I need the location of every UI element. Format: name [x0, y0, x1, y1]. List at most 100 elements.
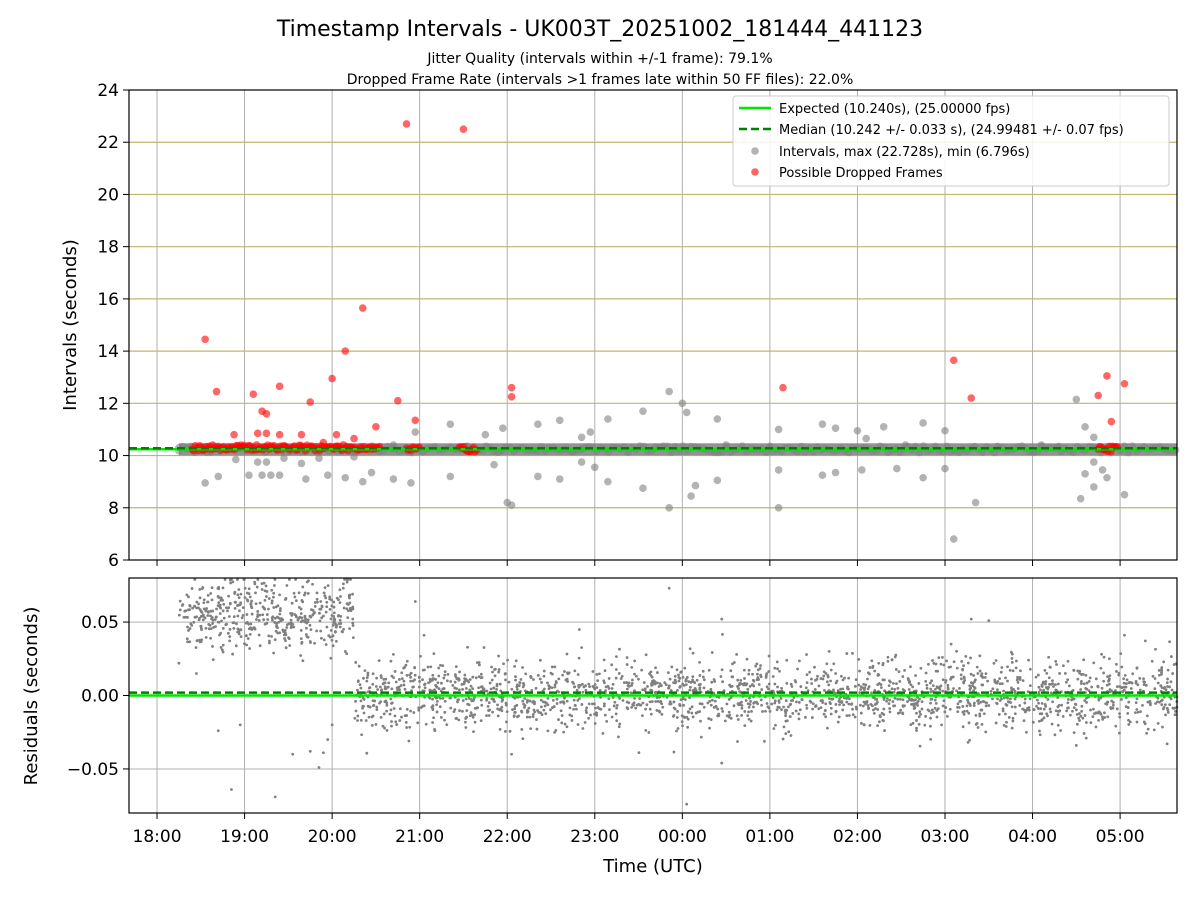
residual-point: [1051, 679, 1054, 683]
residual-point: [633, 672, 636, 676]
residual-point: [370, 723, 374, 727]
residual-point: [1173, 713, 1177, 717]
residual-point: [1092, 661, 1096, 665]
residual-point: [925, 686, 929, 690]
residual-point: [435, 703, 439, 707]
residual-point: [392, 652, 395, 656]
residual-point: [248, 595, 252, 599]
residual-point: [402, 666, 406, 670]
residual-point: [690, 711, 694, 715]
residual-point: [183, 609, 187, 613]
residual-point: [195, 615, 198, 619]
residual-point: [1142, 683, 1146, 687]
residual-point: [555, 702, 559, 705]
residual-point: [262, 618, 266, 622]
residual-point: [1032, 708, 1036, 711]
residual-point: [500, 696, 504, 700]
residual-point: [680, 720, 684, 724]
residual-point: [1160, 671, 1163, 674]
residual-point: [842, 696, 846, 700]
residual-point: [797, 712, 801, 716]
residual-point: [207, 622, 211, 626]
residual-point: [202, 598, 206, 602]
residual-point: [688, 696, 691, 700]
interval-point: [831, 468, 840, 477]
residual-point: [368, 686, 372, 689]
residual-point: [321, 751, 325, 755]
residual-point: [299, 620, 303, 624]
residual-point: [513, 704, 517, 708]
residual-point: [491, 710, 494, 714]
residual-point: [247, 587, 251, 591]
residual-point: [935, 715, 939, 719]
residual-point: [260, 588, 264, 591]
residual-point: [337, 622, 341, 626]
residual-point: [708, 699, 712, 703]
residual-point: [557, 718, 560, 721]
residual-point: [1129, 687, 1133, 690]
residual-point: [290, 613, 294, 617]
residual-point: [513, 710, 517, 714]
residual-point: [829, 712, 833, 716]
residual-point: [688, 707, 692, 711]
residual-point: [232, 615, 236, 619]
residual-point: [1015, 678, 1019, 682]
residual-point: [1118, 715, 1122, 719]
residual-point: [543, 704, 547, 708]
residual-point: [960, 677, 963, 681]
residual-point: [281, 630, 285, 633]
residual-point: [504, 678, 507, 682]
residual-point: [756, 676, 760, 679]
residual-point: [1051, 682, 1055, 686]
residual-point: [934, 687, 937, 691]
residual-point: [397, 685, 401, 689]
residual-point: [325, 625, 329, 629]
residual-point: [419, 654, 422, 658]
residual-point: [699, 735, 703, 739]
residual-point: [589, 713, 592, 717]
residual-point: [610, 687, 614, 690]
residual-point: [528, 699, 532, 703]
residual-point: [771, 696, 775, 700]
residual-point: [1022, 719, 1026, 722]
residual-point: [1078, 669, 1082, 673]
residual-point: [948, 707, 952, 711]
residual-point: [896, 697, 900, 701]
residual-point: [808, 699, 812, 703]
residual-point: [686, 710, 690, 714]
residual-point: [879, 683, 883, 687]
residual-point: [686, 725, 690, 729]
residual-point: [398, 688, 401, 691]
residual-point: [805, 673, 809, 677]
residual-point: [264, 584, 268, 588]
residual-point: [230, 788, 233, 791]
residual-point: [1162, 660, 1166, 664]
residual-point: [691, 715, 695, 719]
residual-point: [362, 676, 365, 680]
residual-point: [593, 683, 597, 686]
residual-point: [553, 685, 557, 689]
residual-point: [574, 707, 578, 711]
x-tick-label: 22:00: [483, 827, 532, 847]
residual-point: [901, 688, 905, 691]
interval-point: [297, 459, 306, 468]
x-tick-label: 04:00: [1008, 827, 1057, 847]
residual-point: [798, 659, 801, 663]
interval-point: [1090, 483, 1098, 491]
residual-point: [1094, 725, 1098, 729]
residual-point: [997, 713, 1001, 716]
residual-point: [1134, 680, 1138, 683]
residual-point: [271, 615, 275, 619]
residual-point: [1106, 715, 1110, 719]
residual-point: [927, 709, 931, 713]
residual-point: [570, 719, 574, 722]
residual-point: [306, 618, 310, 622]
residual-point: [577, 628, 581, 631]
residual-point: [823, 709, 827, 712]
residual-point: [351, 607, 355, 611]
residual-point: [595, 673, 599, 676]
residual-point: [194, 646, 198, 649]
residual-point: [598, 672, 601, 676]
residual-point: [758, 667, 762, 670]
